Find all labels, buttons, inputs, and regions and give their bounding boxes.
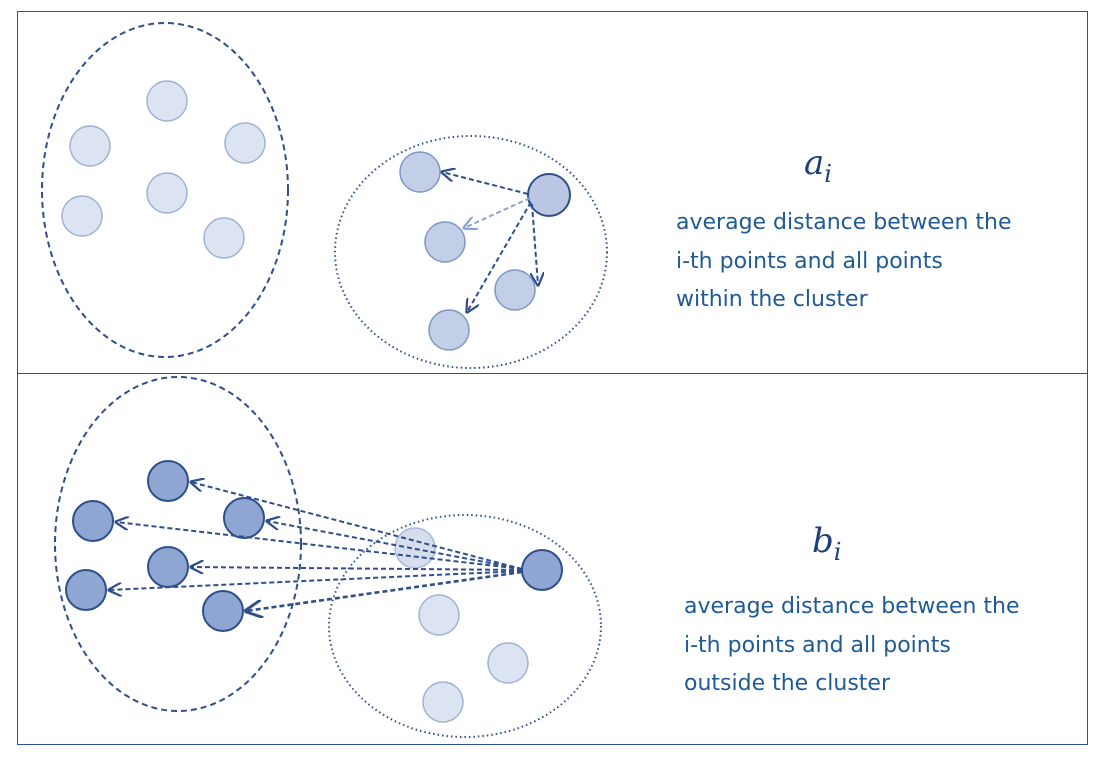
cluster-point <box>394 527 436 569</box>
cluster-point <box>147 546 189 588</box>
top-cluster-left <box>41 22 289 358</box>
cluster-point <box>202 590 244 632</box>
symbol-b-subscript: i <box>833 538 842 566</box>
description-line: outside the cluster <box>684 671 891 696</box>
symbol-b-i: bi <box>812 524 841 564</box>
cluster-point <box>147 460 189 502</box>
bottom-cluster-right <box>328 514 602 738</box>
cluster-point <box>224 122 266 164</box>
bottom-panel <box>17 373 1088 745</box>
inter-cluster-arrows <box>109 482 523 611</box>
bottom-cluster-left <box>54 376 302 712</box>
focal-point-i <box>527 173 571 217</box>
cluster-point <box>72 500 114 542</box>
cluster-point <box>399 151 441 193</box>
cluster-point <box>65 569 107 611</box>
intra-cluster-arrows <box>442 172 538 312</box>
cluster-point <box>146 80 188 122</box>
description-b-i: average distance between the i-th points… <box>684 588 1020 704</box>
cluster-point <box>61 195 103 237</box>
cluster-point <box>424 221 466 263</box>
cluster-point <box>422 681 464 723</box>
description-line: within the cluster <box>676 287 868 312</box>
cluster-point <box>428 309 470 351</box>
cluster-point <box>494 269 536 311</box>
description-line: average distance between the <box>684 594 1020 619</box>
focal-point-i <box>521 549 563 591</box>
symbol-b-base: b <box>812 521 834 561</box>
description-line: i-th points and all points <box>676 248 943 274</box>
symbol-a-subscript: i <box>824 160 832 188</box>
cluster-point <box>487 642 529 684</box>
symbol-a-i: ai <box>804 146 832 186</box>
description-a-i: average distance between the i-th points… <box>676 204 1012 320</box>
symbol-a-base: a <box>804 143 825 183</box>
top-cluster-right <box>334 135 608 369</box>
description-line: i-th points and all points <box>684 632 951 658</box>
cluster-point <box>146 172 188 214</box>
cluster-point <box>418 594 460 636</box>
cluster-point <box>203 217 245 259</box>
description-line: average distance between the <box>676 210 1012 235</box>
cluster-point <box>223 497 265 539</box>
cluster-point <box>69 125 111 167</box>
